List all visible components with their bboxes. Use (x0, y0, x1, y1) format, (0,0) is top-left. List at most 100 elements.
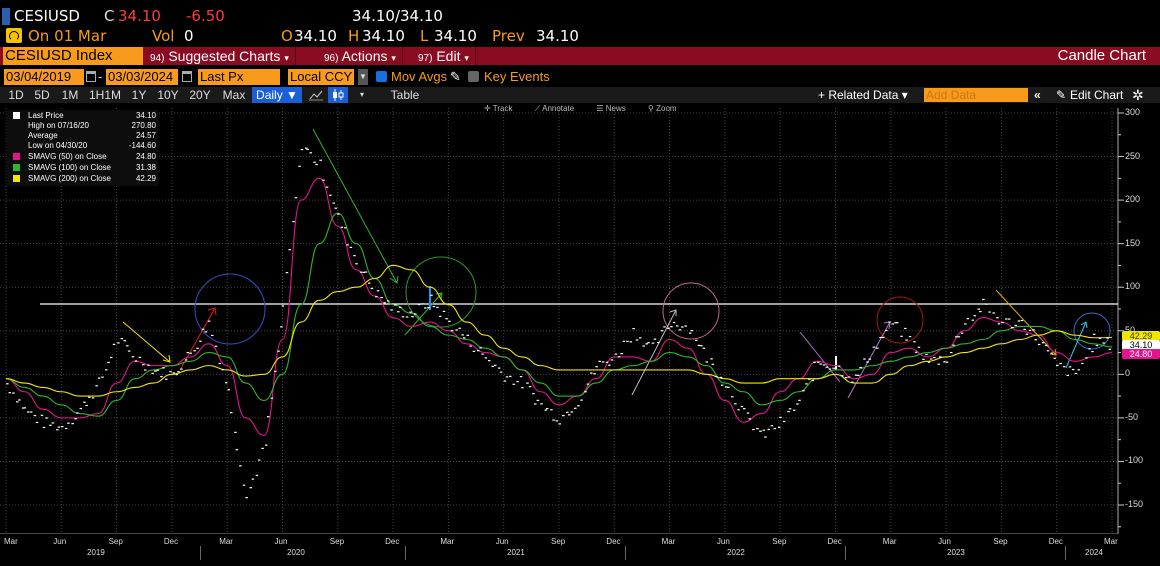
news-tool[interactable]: ☰ News (596, 104, 626, 113)
menu-number: 96) (324, 53, 339, 64)
timeframe-1m[interactable]: 1M (61, 88, 79, 102)
candle-mark (344, 227, 347, 229)
candle-mark (421, 303, 424, 305)
pencil-icon[interactable]: ✎ (1056, 88, 1067, 102)
timeframe-max[interactable]: Max (222, 88, 246, 102)
interval-select[interactable]: Daily ▼ (252, 87, 302, 103)
chevron-down-icon: ▾ (284, 53, 289, 63)
candle-mark (375, 296, 378, 298)
candle-mark (567, 414, 571, 416)
candle-mark (555, 420, 559, 422)
security-field[interactable]: CESIUSD Index (3, 47, 143, 65)
candle-chart-icon[interactable] (328, 87, 348, 103)
timeframe-5d[interactable]: 5D (34, 88, 50, 102)
timeframe-1h1m[interactable]: 1H1M (88, 88, 121, 102)
candle-mark (697, 344, 701, 347)
candle-mark (71, 423, 74, 425)
x-month-label: Sep (329, 537, 345, 546)
annotation-circle (1073, 312, 1111, 350)
legend-item-last-price[interactable]: Last Price 34.10 (6, 111, 158, 121)
suggested-charts-menu[interactable]: 94) Suggested Charts ▾ (144, 47, 296, 65)
currency-select[interactable]: Local CCY (288, 69, 354, 85)
candle-mark (832, 367, 835, 369)
candle-mark (334, 207, 338, 209)
table-button[interactable]: Table (390, 88, 420, 102)
edit-menu[interactable]: 97) Edit ▾ (412, 47, 476, 65)
calendar-icon[interactable] (182, 71, 192, 82)
candle-mark (834, 367, 838, 369)
timeframe-1y[interactable]: 1Y (131, 88, 147, 102)
candle-mark (165, 378, 168, 380)
candle-mark (645, 343, 648, 345)
candle-mark (337, 213, 340, 215)
candle-mark (277, 350, 280, 352)
candle-mark (274, 370, 277, 373)
candle-mark (1098, 337, 1102, 339)
candle-mark (481, 353, 484, 355)
candle-mark (762, 429, 766, 431)
candle-mark (638, 337, 642, 339)
chevron-down-icon[interactable]: ▼ (358, 69, 368, 85)
high-value: 34.10 (362, 27, 405, 45)
candle-mark (748, 418, 752, 420)
x-month-label: Jun (53, 537, 67, 546)
key-events-checkbox[interactable] (468, 71, 479, 82)
candle-mark (370, 287, 374, 290)
mov-avgs-label[interactable]: Mov Avgs (391, 69, 448, 84)
candle-mark (175, 373, 179, 376)
end-date-input[interactable]: 03/03/2024 (106, 69, 178, 85)
candle-mark (186, 351, 190, 354)
candle-mark (917, 346, 921, 348)
candle-mark (672, 321, 676, 324)
candle-mark (792, 409, 796, 411)
mov-avgs-checkbox[interactable] (376, 71, 387, 82)
edit-chart-button[interactable]: Edit Chart (1070, 88, 1124, 102)
legend-item-sma200[interactable]: SMAVG (200) on Close 42.29 (6, 174, 158, 184)
candle-mark (964, 323, 967, 325)
timeframe-20y[interactable]: 20Y (189, 88, 211, 102)
collapse-button[interactable]: « (1034, 88, 1041, 102)
actions-menu[interactable]: 96) Actions ▾ (318, 47, 403, 65)
x-year-label: 2023 (947, 548, 965, 557)
candle-mark (742, 408, 746, 410)
timeframe-10y[interactable]: 10Y (157, 88, 179, 102)
candle-mark (642, 345, 646, 347)
zoom-tool[interactable]: ⚲ Zoom (648, 104, 677, 113)
x-month-label: Dec (827, 537, 842, 546)
candle-mark (101, 376, 104, 378)
candle-mark (49, 424, 52, 426)
legend-item-sma100[interactable]: SMAVG (100) on Close 31.38 (6, 163, 158, 173)
candle-mark (227, 389, 230, 391)
related-data-button[interactable]: + Related Data ▾ (818, 88, 908, 102)
candle-mark (927, 361, 931, 363)
chevron-down-icon[interactable]: ▾ (359, 90, 364, 99)
candle-mark (1068, 366, 1072, 368)
candle-mark (193, 350, 196, 352)
line-chart-icon[interactable] (306, 87, 326, 103)
gear-icon[interactable]: ✲ (1132, 87, 1144, 103)
candle-mark (719, 376, 723, 379)
pencil-icon[interactable]: ✎ (450, 69, 461, 84)
annotate-tool[interactable]: ⟋ Annotate (534, 104, 575, 113)
add-data-input[interactable]: Add Data (924, 88, 1028, 102)
candle-mark (346, 244, 349, 246)
track-tool[interactable]: ✛ Track (484, 104, 513, 113)
candle-mark (1037, 343, 1041, 346)
key-events-label[interactable]: Key Events (484, 69, 550, 84)
legend-item-sma50[interactable]: SMAVG (50) on Close 24.80 (6, 152, 158, 162)
candle-mark (670, 326, 673, 328)
calendar-icon[interactable] (86, 71, 96, 82)
candle-mark (1059, 362, 1062, 365)
candle-mark (1020, 319, 1024, 322)
price-chart-plot[interactable] (0, 104, 1160, 534)
gauge-icon[interactable] (6, 28, 22, 43)
x-month-label: Dec (385, 537, 400, 546)
candle-mark (996, 317, 999, 319)
timeframe-1d[interactable]: 1D (8, 88, 24, 102)
candle-mark (710, 358, 713, 360)
candle-mark (499, 371, 503, 373)
price-field-select[interactable]: Last Px (198, 69, 280, 85)
chevron-down-icon: ▾ (391, 53, 396, 63)
start-date-input[interactable]: 03/04/2019 (4, 69, 84, 85)
candle-mark (117, 342, 120, 344)
